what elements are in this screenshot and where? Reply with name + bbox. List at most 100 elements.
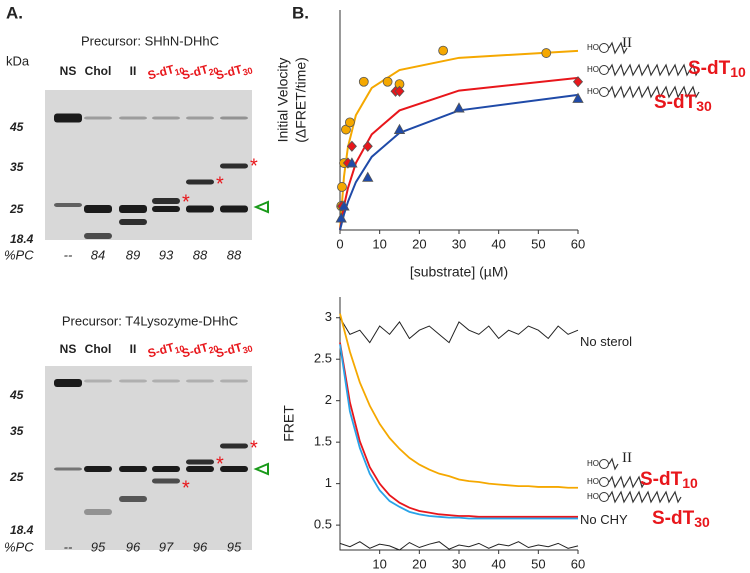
line bbox=[339, 342, 578, 518]
panel-label: B. bbox=[292, 3, 309, 22]
ho-icon-text: HO bbox=[587, 87, 599, 96]
legend-label: II bbox=[622, 450, 632, 466]
point bbox=[572, 76, 584, 88]
gel-band bbox=[186, 205, 214, 213]
lane-label: NS bbox=[60, 342, 77, 356]
pc-value: 89 bbox=[126, 247, 140, 262]
legend-label-sub: 10 bbox=[682, 475, 698, 491]
lane-label-base: S-dT bbox=[146, 62, 176, 83]
point bbox=[438, 45, 449, 56]
mw-marker: 18.4 bbox=[10, 232, 34, 246]
point bbox=[541, 48, 552, 58]
gel-band bbox=[54, 203, 82, 207]
lane-label: II bbox=[130, 342, 137, 356]
lane-label: S-dT10 bbox=[146, 338, 186, 363]
x-tick-label: 60 bbox=[571, 236, 585, 251]
mw-marker: 45 bbox=[9, 388, 24, 402]
gel-band bbox=[220, 116, 248, 120]
gel-band bbox=[84, 379, 112, 383]
mw-marker: 18.4 bbox=[10, 523, 34, 537]
gel-band bbox=[186, 379, 214, 383]
gel-band bbox=[119, 379, 147, 383]
x-tick-label: 40 bbox=[491, 236, 505, 251]
pc-label: %PC bbox=[4, 539, 34, 554]
x-tick-label: 30 bbox=[452, 236, 466, 251]
gel-band bbox=[119, 466, 147, 472]
gel-band bbox=[186, 459, 214, 465]
gel-band bbox=[220, 379, 248, 383]
dna-icon bbox=[608, 85, 700, 99]
legend-label-base: S-dT bbox=[652, 508, 695, 529]
ho-icon-text: HO bbox=[587, 459, 599, 468]
point bbox=[362, 171, 374, 182]
y-tick-label: 2.5 bbox=[314, 351, 332, 366]
legend-label: S-dT30 bbox=[652, 508, 710, 530]
gel-band bbox=[119, 496, 147, 502]
fit-curve bbox=[339, 49, 579, 231]
legend-label-sub: 30 bbox=[694, 514, 710, 530]
legend-label: S-dT10 bbox=[640, 469, 698, 491]
ho-icon-text: HO bbox=[587, 492, 599, 501]
y-tick-label: 1 bbox=[325, 475, 332, 490]
gel-band bbox=[152, 466, 180, 472]
point bbox=[335, 212, 347, 223]
mw-marker: 35 bbox=[10, 424, 24, 438]
lane-label-sub: 10 bbox=[174, 344, 186, 356]
asterisk: * bbox=[216, 173, 224, 195]
lane-label: Chol bbox=[85, 64, 112, 78]
sterol-icon bbox=[599, 43, 609, 53]
gel-band bbox=[186, 466, 214, 472]
lane-label: II bbox=[130, 64, 137, 78]
gel-band bbox=[186, 116, 214, 120]
pc-value: 95 bbox=[227, 539, 242, 554]
pc-value: 88 bbox=[227, 247, 242, 262]
point bbox=[346, 140, 357, 152]
y-axis-label: Initial Velocity bbox=[275, 58, 291, 143]
kda-label: kDa bbox=[6, 53, 30, 68]
legend-label-base: S-dT bbox=[688, 58, 731, 79]
dna-icon bbox=[608, 457, 619, 471]
legend-label: II bbox=[622, 35, 632, 51]
legend-label: S-dT30 bbox=[654, 92, 712, 114]
x-tick-label: 20 bbox=[412, 556, 426, 571]
dna-icon bbox=[608, 63, 700, 77]
lane-label-base: NS bbox=[60, 342, 77, 356]
point bbox=[572, 92, 584, 103]
legend-label-base: II bbox=[622, 450, 632, 466]
gel-band bbox=[152, 116, 180, 120]
gel-band bbox=[152, 198, 180, 204]
pc-value: 88 bbox=[193, 247, 208, 262]
y-tick-label: 1.5 bbox=[314, 434, 332, 449]
x-tick-label: 50 bbox=[531, 556, 545, 571]
gel-band bbox=[84, 116, 112, 120]
point bbox=[393, 123, 406, 134]
sterol-icon bbox=[599, 492, 609, 502]
gel-band bbox=[84, 466, 112, 472]
point bbox=[453, 102, 465, 113]
gel-band bbox=[119, 205, 147, 213]
line bbox=[339, 313, 578, 489]
x-tick-label: 60 bbox=[571, 556, 585, 571]
gel-band bbox=[220, 163, 248, 169]
axis bbox=[339, 297, 578, 551]
pc-label: %PC bbox=[4, 247, 34, 262]
y-axis-label: (ΔFRET/time) bbox=[293, 57, 309, 143]
x-tick-label: 20 bbox=[412, 236, 426, 251]
line bbox=[339, 344, 578, 520]
pc-value: 96 bbox=[193, 539, 208, 554]
lane-label: S-dT30 bbox=[214, 60, 254, 85]
y-axis-label: FRET bbox=[281, 405, 297, 442]
x-tick-label: 10 bbox=[372, 556, 386, 571]
legend-label-sub: 10 bbox=[730, 64, 746, 80]
gel-title: Precursor: SHhN-DHhC bbox=[81, 33, 219, 48]
point bbox=[338, 200, 350, 211]
gel-band bbox=[220, 466, 248, 472]
lane-label-base: S-dT bbox=[214, 340, 244, 361]
asterisk: * bbox=[250, 155, 258, 177]
legend-label: S-dT10 bbox=[688, 58, 746, 80]
x-tick-label: 10 bbox=[372, 236, 386, 251]
legend-label: No CHY bbox=[580, 512, 628, 527]
pc-value: -- bbox=[64, 247, 73, 262]
lane-label-base: S-dT bbox=[180, 340, 210, 361]
point bbox=[337, 182, 347, 192]
